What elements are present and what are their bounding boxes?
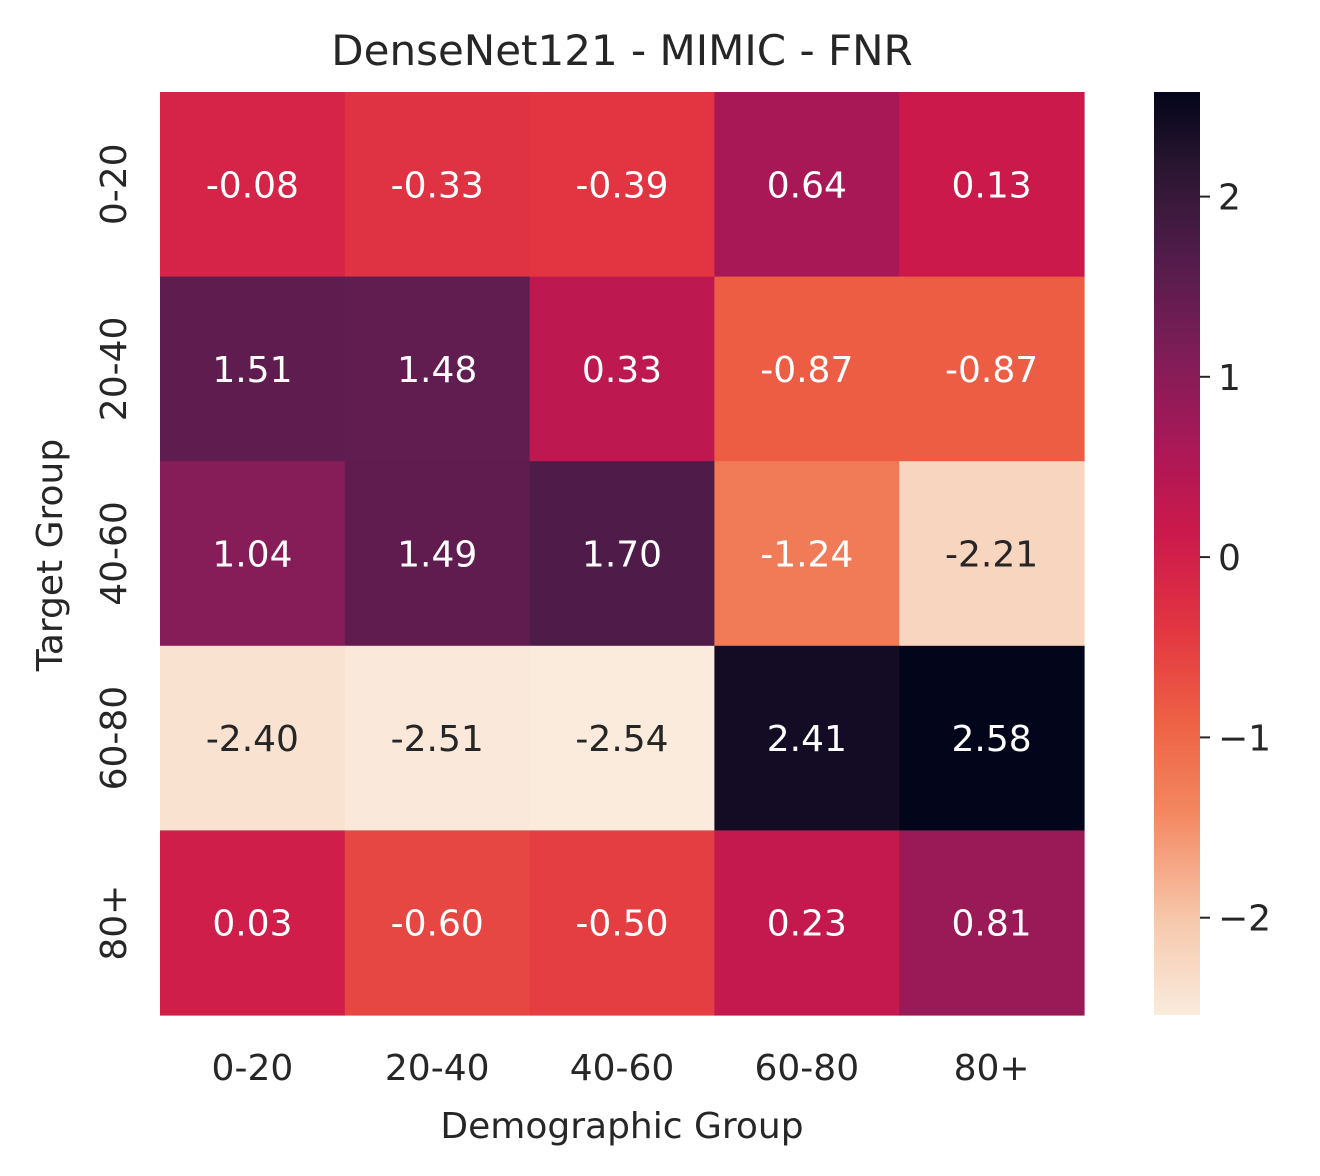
y-tick-label: 20-40 xyxy=(94,317,135,422)
heatmap-cell xyxy=(714,276,900,462)
heatmap-cell xyxy=(344,830,531,1016)
cell-value-label: 0.33 xyxy=(582,350,662,391)
cell-value-label: 2.58 xyxy=(952,719,1032,760)
heatmap-cell xyxy=(529,276,715,462)
colorbar-tick-label: 0 xyxy=(1218,538,1241,579)
cell-value-label: 1.04 xyxy=(212,535,292,576)
cell-value-label: -0.39 xyxy=(575,165,668,206)
y-tick-label: 40-60 xyxy=(94,501,135,606)
heatmap-cell xyxy=(899,92,1085,278)
x-tick-label: 80+ xyxy=(954,1048,1030,1089)
cell-value-label: -0.08 xyxy=(206,165,299,206)
cell-value-label: -0.87 xyxy=(760,350,853,391)
y-axis-ticks: 0-20 20-40 40-60 60-80 80+ xyxy=(94,143,135,960)
cell-value-label: 0.23 xyxy=(767,904,847,945)
heatmap-cell xyxy=(160,461,346,647)
cell-value-label: -2.54 xyxy=(575,719,668,760)
y-axis-label: Target Group xyxy=(30,439,71,672)
colorbar-tick-label: −1 xyxy=(1218,718,1271,759)
x-tick-label: 20-40 xyxy=(385,1048,490,1089)
cell-value-label: -0.60 xyxy=(391,904,484,945)
colorbar-ticks: 2 1 0 −1 −2 xyxy=(1200,178,1271,940)
heatmap-cell xyxy=(899,645,1085,831)
heatmap-cell xyxy=(899,830,1085,1016)
heatmap-cell xyxy=(714,645,900,831)
cell-value-label: -1.24 xyxy=(760,535,853,576)
x-tick-label: 60-80 xyxy=(754,1048,859,1089)
heatmap-cell xyxy=(344,645,531,831)
heatmap-cell xyxy=(529,830,715,1016)
cell-value-label: -0.50 xyxy=(575,904,668,945)
cell-value-label: -0.33 xyxy=(391,165,484,206)
colorbar-tick-label: −2 xyxy=(1218,899,1271,940)
cell-value-label: 0.64 xyxy=(767,165,847,206)
cell-value-label: 0.13 xyxy=(952,165,1032,206)
colorbar xyxy=(1154,92,1200,1015)
y-tick-label: 80+ xyxy=(94,885,135,961)
x-tick-label: 40-60 xyxy=(570,1048,675,1089)
cell-value-label: 2.41 xyxy=(767,719,847,760)
heatmap-cell xyxy=(714,830,900,1016)
x-tick-label: 0-20 xyxy=(212,1048,294,1089)
heatmap-cell xyxy=(529,645,715,831)
heatmap-cell xyxy=(160,645,346,831)
heatmap-cell xyxy=(529,461,715,647)
cell-value-label: -2.40 xyxy=(206,719,299,760)
heatmap-cell xyxy=(899,276,1085,462)
heatmap-cell xyxy=(344,461,531,647)
cell-value-label: 1.49 xyxy=(397,535,477,576)
heatmap-cell xyxy=(899,461,1085,647)
heatmap-cell xyxy=(160,276,346,462)
cell-value-label: -2.51 xyxy=(391,719,484,760)
heatmap-cell xyxy=(714,92,900,278)
colorbar-tick-label: 1 xyxy=(1218,358,1241,399)
cell-value-label: 0.81 xyxy=(952,904,1032,945)
heatmap-cell xyxy=(714,461,900,647)
cell-value-label: -2.21 xyxy=(945,535,1038,576)
cell-value-label: 0.03 xyxy=(212,904,292,945)
cell-value-label: 1.70 xyxy=(582,535,662,576)
y-tick-label: 0-20 xyxy=(94,143,135,225)
heatmap-cell xyxy=(344,92,531,278)
cell-value-label: -0.87 xyxy=(945,350,1038,391)
colorbar-tick-label: 2 xyxy=(1218,178,1241,219)
heatmap-cells: -0.08 -0.33 -0.39 0.64 0.13 1.51 1.48 0.33 -0.87… xyxy=(160,92,1085,1016)
heatmap-cell xyxy=(160,830,346,1016)
cell-value-label: 1.48 xyxy=(397,350,477,391)
x-axis-label: Demographic Group xyxy=(440,1106,803,1147)
y-tick-label: 60-80 xyxy=(94,686,135,791)
chart-title: DenseNet121 - MIMIC - FNR xyxy=(331,26,912,75)
heatmap-cell xyxy=(344,276,531,462)
x-axis-ticks: 0-20 20-40 40-60 60-80 80+ xyxy=(212,1048,1030,1089)
heatmap-cell xyxy=(529,92,715,278)
heatmap-cell xyxy=(160,92,346,278)
cell-value-label: 1.51 xyxy=(212,350,292,391)
